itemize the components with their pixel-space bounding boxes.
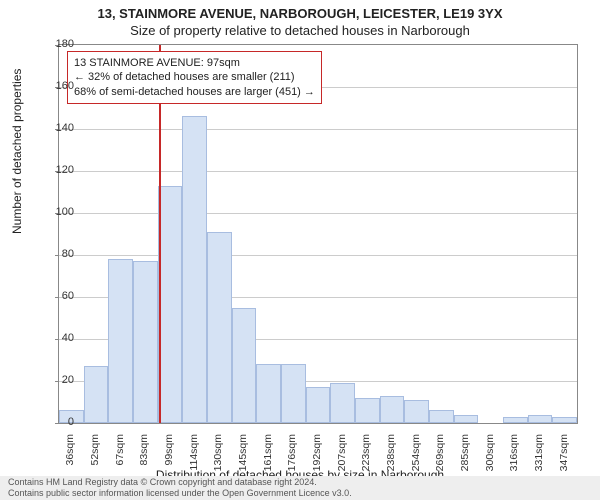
x-tick-label: 254sqm <box>410 434 422 482</box>
histogram-bar <box>404 400 429 423</box>
histogram-bar <box>380 396 405 423</box>
annotation-line-1: 13 STAINMORE AVENUE: 97sqm <box>74 56 315 70</box>
y-tick-label: 180 <box>44 38 74 50</box>
x-tick-label: 114sqm <box>188 434 200 482</box>
annotation-line-2: ← 32% of detached houses are smaller (21… <box>74 70 315 84</box>
histogram-bar <box>429 410 454 423</box>
x-tick-label: 145sqm <box>237 434 249 482</box>
x-tick-label: 300sqm <box>484 434 496 482</box>
x-tick-label: 161sqm <box>262 434 274 482</box>
x-tick-label: 130sqm <box>212 434 224 482</box>
x-tick-label: 176sqm <box>286 434 298 482</box>
y-tick-label: 60 <box>44 290 74 302</box>
y-axis-label: Number of detached properties <box>10 69 24 234</box>
grid-line <box>59 129 577 130</box>
histogram-bar <box>207 232 232 423</box>
footer-line-2: Contains public sector information licen… <box>8 488 592 499</box>
histogram-bar <box>256 364 281 423</box>
y-tick-label: 40 <box>44 332 74 344</box>
histogram-bar <box>306 387 331 423</box>
histogram-bar <box>232 308 257 424</box>
histogram-bar <box>355 398 380 423</box>
y-tick-label: 100 <box>44 206 74 218</box>
histogram-bar <box>281 364 306 423</box>
x-tick-label: 223sqm <box>360 434 372 482</box>
y-tick-label: 120 <box>44 164 74 176</box>
x-tick-label: 192sqm <box>311 434 323 482</box>
x-tick-label: 83sqm <box>138 434 150 482</box>
y-tick-label: 0 <box>44 416 74 428</box>
histogram-bar <box>552 417 577 423</box>
x-tick-label: 36sqm <box>64 434 76 482</box>
grid-line <box>59 171 577 172</box>
x-tick-label: 269sqm <box>434 434 446 482</box>
x-tick-label: 331sqm <box>533 434 545 482</box>
x-tick-label: 52sqm <box>89 434 101 482</box>
histogram-bar <box>158 186 183 423</box>
title-line-2: Size of property relative to detached ho… <box>0 23 600 38</box>
annotation-box: 13 STAINMORE AVENUE: 97sqm ← 32% of deta… <box>67 51 322 104</box>
y-tick-label: 140 <box>44 122 74 134</box>
x-tick-label: 207sqm <box>336 434 348 482</box>
x-tick-label: 285sqm <box>459 434 471 482</box>
histogram-bar <box>454 415 479 423</box>
x-tick-label: 347sqm <box>558 434 570 482</box>
annotation-line-3: 68% of semi-detached houses are larger (… <box>74 85 315 99</box>
y-tick-label: 20 <box>44 374 74 386</box>
y-tick-label: 160 <box>44 80 74 92</box>
x-tick-label: 238sqm <box>385 434 397 482</box>
chart-title-block: 13, STAINMORE AVENUE, NARBOROUGH, LEICES… <box>0 0 600 38</box>
title-line-1: 13, STAINMORE AVENUE, NARBOROUGH, LEICES… <box>0 6 600 21</box>
histogram-bar <box>330 383 355 423</box>
histogram-bar <box>108 259 133 423</box>
histogram-bar <box>503 417 528 423</box>
histogram-bar <box>84 366 109 423</box>
x-tick-label: 316sqm <box>508 434 520 482</box>
grid-line <box>59 255 577 256</box>
histogram-chart: 13 STAINMORE AVENUE: 97sqm ← 32% of deta… <box>58 44 578 424</box>
histogram-bar <box>133 261 158 423</box>
x-tick-label: 67sqm <box>114 434 126 482</box>
histogram-bar <box>528 415 553 423</box>
histogram-bar <box>182 116 207 423</box>
x-tick-label: 99sqm <box>163 434 175 482</box>
grid-line <box>59 213 577 214</box>
y-tick-label: 80 <box>44 248 74 260</box>
